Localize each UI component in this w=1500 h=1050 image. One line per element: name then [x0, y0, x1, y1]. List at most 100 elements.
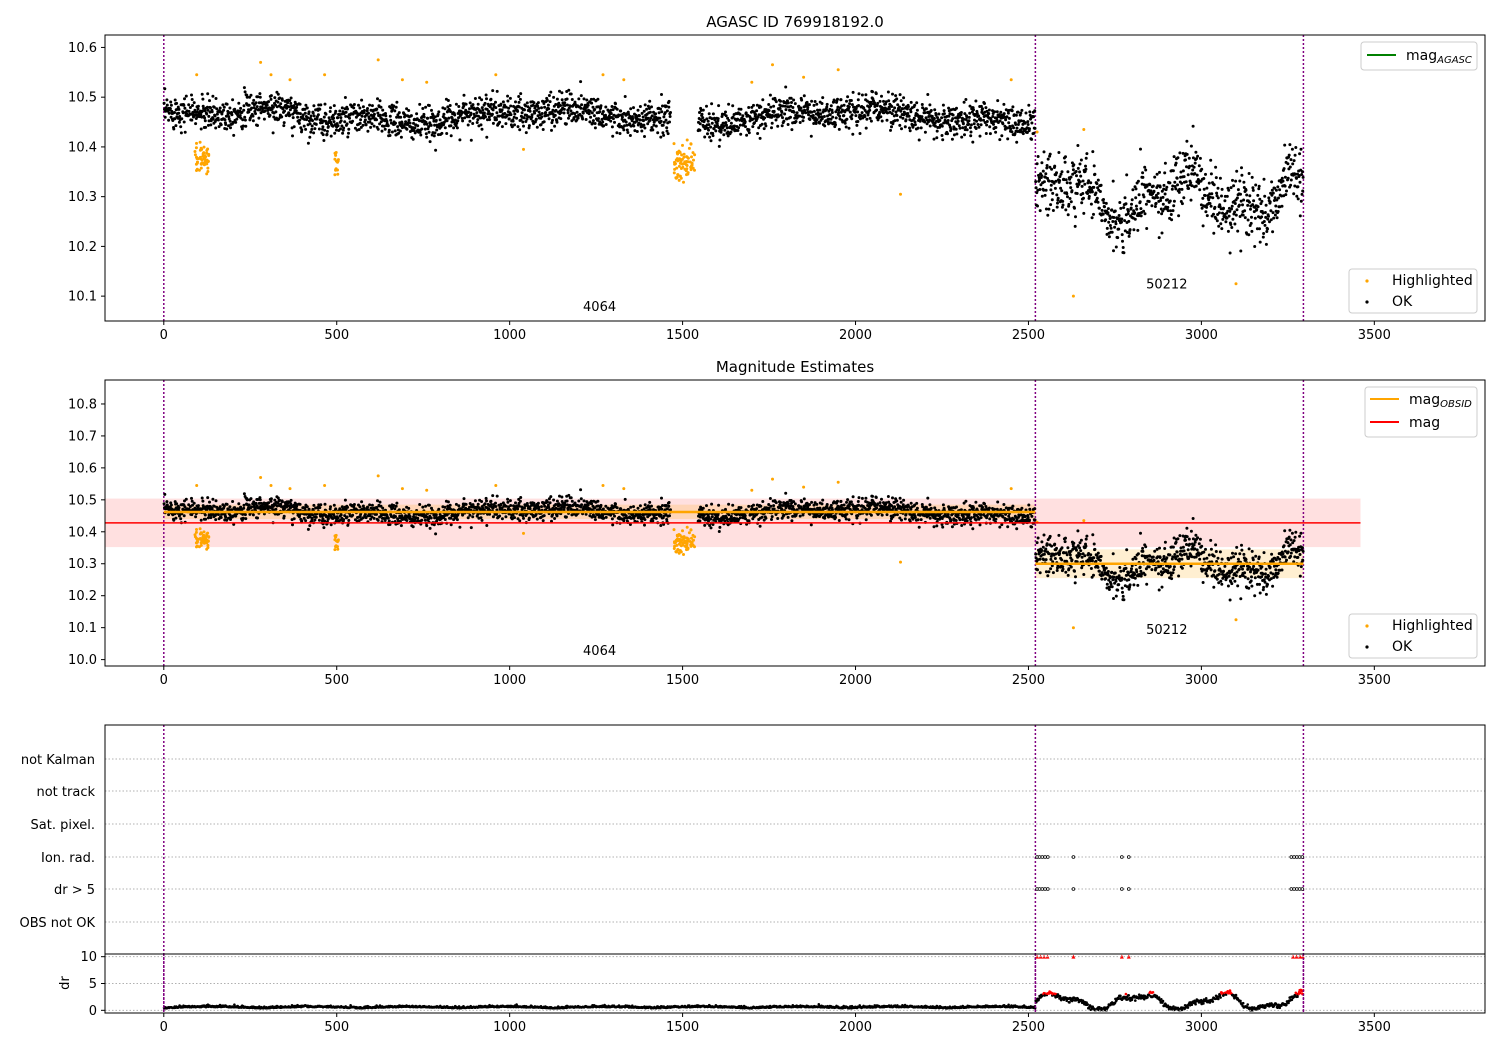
- panel-1-point: [1042, 180, 1046, 184]
- panel-1-point: [941, 103, 945, 107]
- panel-1-point: [759, 105, 763, 109]
- panel-1-point: [333, 131, 337, 135]
- panel-1-point: [598, 110, 602, 114]
- panel-1-point: [1216, 186, 1220, 190]
- panel-1-point: [1270, 188, 1274, 192]
- panel-1-point: [1267, 196, 1271, 200]
- panel-1-point: [231, 98, 235, 102]
- panel-2-point: [395, 501, 399, 505]
- panel-1-point: [908, 129, 912, 133]
- panel-2-point: [638, 504, 642, 508]
- panel-1-point: [352, 106, 356, 110]
- panel-1-point: [1217, 211, 1221, 215]
- panel-2-point: [314, 515, 318, 519]
- panel-1-point: [1179, 170, 1183, 174]
- panel-1-point: [648, 110, 652, 114]
- panel-1-point: [1123, 229, 1127, 233]
- panel-1-point: [412, 129, 416, 132]
- panel-1-point: [1187, 156, 1191, 160]
- panel-1-point: [592, 114, 596, 118]
- panel-1-point: [394, 121, 397, 125]
- panel-1-point: [535, 125, 539, 129]
- panel-1-point: [383, 127, 387, 131]
- panel-1-point: [245, 95, 249, 99]
- panel-1-title: AGASC ID 769918192.0: [706, 13, 884, 31]
- panel-1-point: [1005, 115, 1009, 119]
- panel-1-point: [569, 92, 573, 96]
- panel-1-point: [895, 114, 899, 117]
- panel-1-point: [485, 135, 489, 139]
- panel-2-point: [585, 500, 589, 504]
- panel-1-point: [1249, 207, 1252, 211]
- panel-1-point: [521, 120, 525, 124]
- panel-1-point: [662, 133, 666, 137]
- panel-1-point: [729, 130, 733, 134]
- panel-1-point: [935, 129, 939, 133]
- panel-1-point: [310, 127, 314, 131]
- panel-1-point: [1229, 186, 1233, 190]
- panel-1-point: [632, 106, 635, 110]
- panel-1-point: [978, 134, 982, 138]
- panel-1-point: [1297, 174, 1301, 177]
- panel-1-point: [413, 131, 417, 135]
- panel-1-point: [623, 95, 627, 98]
- panel-1-point: [532, 101, 536, 105]
- panel-2-point: [443, 518, 447, 521]
- panel-2-point: [570, 499, 574, 503]
- panel-1-point: [593, 122, 597, 125]
- panel-2-point: [258, 498, 262, 502]
- panel-2-point: [243, 513, 247, 517]
- panel-1-point: [282, 121, 286, 125]
- panel-1-point: [836, 105, 840, 109]
- panel-1-point: [968, 111, 972, 115]
- panel-2-point: [662, 522, 666, 526]
- panel-2-point: [543, 504, 547, 508]
- panel-1-point: [991, 115, 995, 118]
- panel-1-point: [753, 121, 756, 125]
- panel-1-point: [890, 112, 894, 116]
- panel-1-point: [1217, 224, 1221, 228]
- panel-1-point: [717, 144, 721, 148]
- panel-1-point: [1096, 200, 1100, 204]
- panel-1-point: [817, 115, 821, 119]
- panel-2-point: [165, 500, 169, 504]
- panel-1-point: [491, 121, 495, 125]
- panel-1-point: [807, 113, 810, 117]
- panel-2-point: [360, 500, 364, 504]
- panel-1-point: [654, 112, 658, 116]
- panel-1-point: [1220, 227, 1224, 231]
- panel-1-point: [434, 118, 438, 122]
- panel-1-point: [900, 127, 903, 131]
- panel-1-point: [195, 167, 199, 171]
- panel-1-point: [1180, 181, 1184, 185]
- panel-1-point: [202, 145, 206, 149]
- panel-1-point: [745, 133, 749, 137]
- panel-1-point: [352, 103, 356, 106]
- panel-1-point: [662, 115, 666, 119]
- panel-1-point: [1274, 188, 1278, 192]
- panel-1-point: [972, 122, 976, 126]
- panel-1-point: [258, 92, 262, 96]
- panel-1-point: [625, 128, 629, 132]
- panel-1-point: [289, 96, 293, 100]
- panel-1-point: [631, 117, 635, 121]
- panel-1-point: [378, 99, 382, 103]
- panel-1-point: [801, 111, 805, 115]
- panel-2-point: [174, 516, 178, 520]
- panel-1-point: [1266, 227, 1269, 231]
- panel-1-point: [790, 101, 793, 104]
- panel-1-point: [1177, 190, 1181, 194]
- panel-2-point: [369, 517, 373, 521]
- panel-1-point: [681, 143, 684, 147]
- panel-1-point: [1053, 186, 1057, 190]
- panel-1-point: [615, 107, 619, 111]
- panel-1-point: [1198, 156, 1202, 160]
- panel-1-point: [752, 103, 755, 107]
- panel-2-point: [362, 506, 366, 510]
- panel-2-point: [710, 515, 714, 519]
- panel-1-point: [193, 150, 197, 153]
- panel-1-point: [747, 128, 751, 132]
- panel-1-point: [255, 105, 259, 109]
- panel-2-point: [313, 518, 317, 522]
- panel-1-point: [952, 133, 956, 137]
